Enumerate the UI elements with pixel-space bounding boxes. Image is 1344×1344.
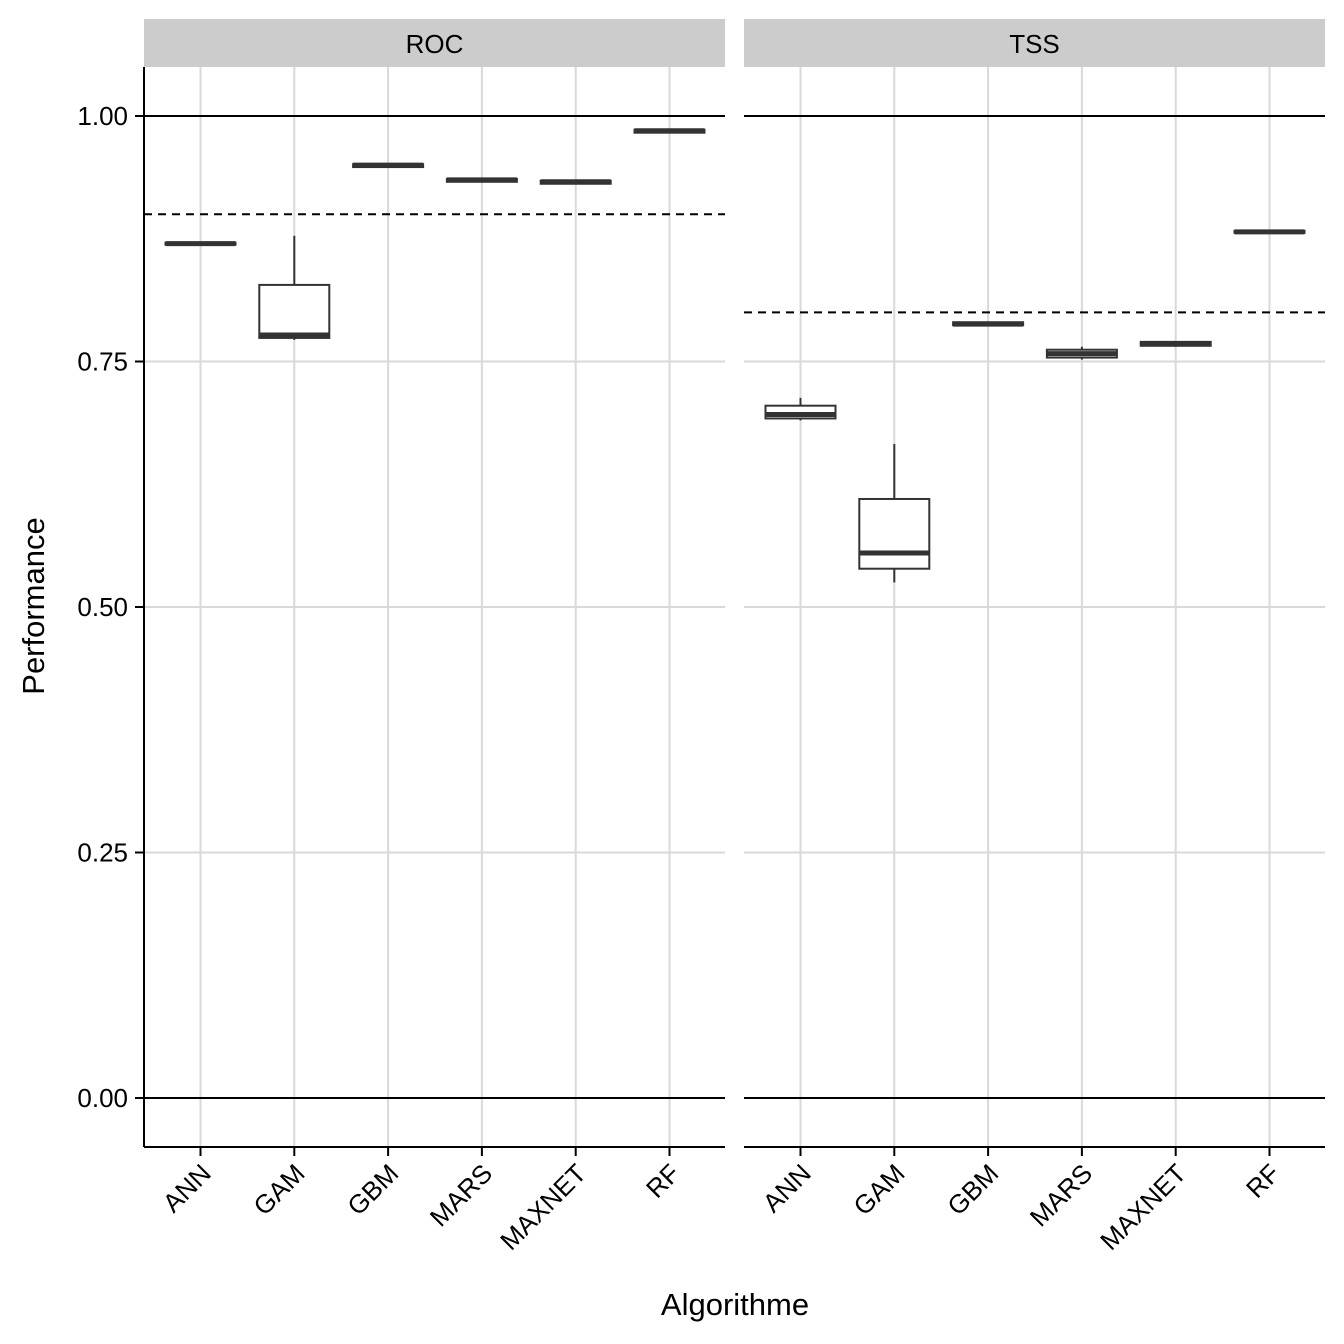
- roc-x-tick-label-gbm: GBM: [341, 1158, 404, 1221]
- grid-layer: [144, 67, 1325, 1147]
- tss-box-rf: [1233, 229, 1306, 235]
- roc-x-tick-label-rf: RF: [640, 1158, 686, 1204]
- y-tick-label: 1.00: [77, 101, 128, 131]
- roc-box-mars: [445, 177, 518, 183]
- y-tick-label: 0.25: [77, 838, 128, 868]
- y-tick-label: 0.50: [77, 592, 128, 622]
- tss-box-mars: [1045, 346, 1118, 360]
- roc-box-rf: [633, 128, 706, 134]
- boxes-layer: [164, 128, 1306, 583]
- tss-box-maxnet: [1139, 340, 1212, 347]
- roc-box-gam: [258, 235, 331, 340]
- tss-x-tick-label-ann: ANN: [757, 1158, 817, 1218]
- roc-gam-box-body: [258, 283, 331, 339]
- roc-facet-strip: [144, 19, 725, 67]
- tss-box-gam: [858, 443, 931, 583]
- tss-box-ann: [764, 397, 837, 421]
- axes-layer: [135, 67, 1325, 1156]
- tss-facet-label: TSS: [1009, 29, 1060, 59]
- roc-x-tick-label-ann: ANN: [157, 1158, 217, 1218]
- roc-box-ann: [164, 241, 237, 247]
- tss-gam-box-body: [858, 497, 931, 570]
- x-axis-title: Algorithme: [661, 1287, 809, 1322]
- tss-x-tick-label-mars: MARS: [1024, 1158, 1098, 1232]
- tss-facet-strip: [744, 19, 1325, 67]
- roc-box-gbm: [352, 162, 425, 169]
- roc-box-maxnet: [539, 179, 612, 185]
- facet-strips-layer: ROC TSS: [144, 19, 1325, 67]
- roc-x-tick-label-gam: GAM: [247, 1158, 310, 1221]
- roc-facet-label: ROC: [406, 29, 464, 59]
- tss-x-tick-label-gbm: GBM: [941, 1158, 1004, 1221]
- roc-x-tick-label-maxnet: MAXNET: [494, 1158, 592, 1256]
- y-axis-title: Performance: [16, 517, 51, 694]
- tss-x-tick-label-rf: RF: [1240, 1158, 1286, 1204]
- roc-x-tick-label-mars: MARS: [424, 1158, 498, 1232]
- tss-x-tick-label-gam: GAM: [847, 1158, 910, 1221]
- tss-box-gbm: [952, 321, 1025, 327]
- y-tick-label: 0.00: [77, 1083, 128, 1113]
- tss-x-tick-label-maxnet: MAXNET: [1094, 1158, 1192, 1256]
- y-tick-label: 0.75: [77, 347, 128, 377]
- reference-lines-layer: [144, 115, 1325, 1099]
